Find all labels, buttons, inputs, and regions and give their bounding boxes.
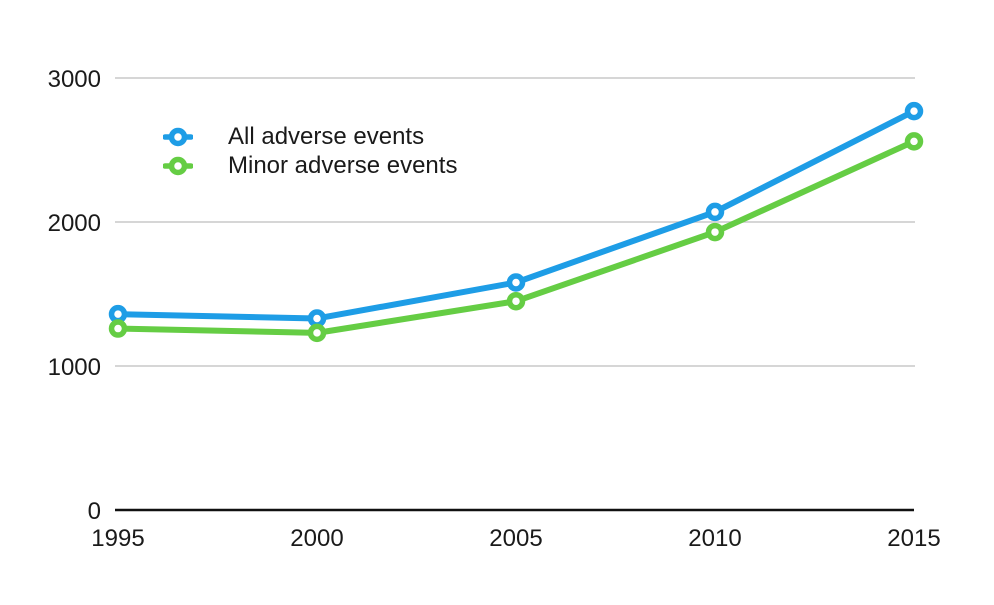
data-point-all-adverse-events-1995 <box>108 304 128 324</box>
data-point-minor-adverse-events-2005 <box>506 291 526 311</box>
chart-legend: All adverse events Minor adverse events <box>163 122 457 180</box>
data-point-all-adverse-events-2015 <box>904 101 924 121</box>
legend-item-all-adverse-events: All adverse events <box>163 122 457 151</box>
legend-marker-minor-adverse-events-icon <box>163 156 193 175</box>
y-tick-label: 3000 <box>48 66 101 93</box>
y-tick-label: 2000 <box>48 210 101 237</box>
data-point-all-adverse-events-2005 <box>506 273 526 292</box>
data-point-all-adverse-events-2010 <box>705 202 725 222</box>
data-point-minor-adverse-events-1995 <box>108 319 128 338</box>
y-tick-label: 0 <box>88 498 101 525</box>
data-point-minor-adverse-events-2010 <box>705 222 725 242</box>
y-tick-label: 1000 <box>48 354 101 381</box>
legend-marker-all-adverse-events-icon <box>163 127 193 146</box>
legend-item-minor-adverse-events: Minor adverse events <box>163 151 457 180</box>
legend-label: Minor adverse events <box>228 152 458 179</box>
data-point-minor-adverse-events-2015 <box>904 132 924 151</box>
x-tick-label: 2000 <box>290 525 343 552</box>
data-point-all-adverse-events-2000 <box>307 309 327 328</box>
x-tick-label: 2005 <box>489 525 542 552</box>
x-tick-label: 2010 <box>688 525 741 552</box>
x-tick-label: 1995 <box>91 525 144 552</box>
legend-label: All adverse events <box>228 123 425 150</box>
data-point-minor-adverse-events-2000 <box>307 323 327 343</box>
x-tick-label: 2015 <box>887 525 940 552</box>
